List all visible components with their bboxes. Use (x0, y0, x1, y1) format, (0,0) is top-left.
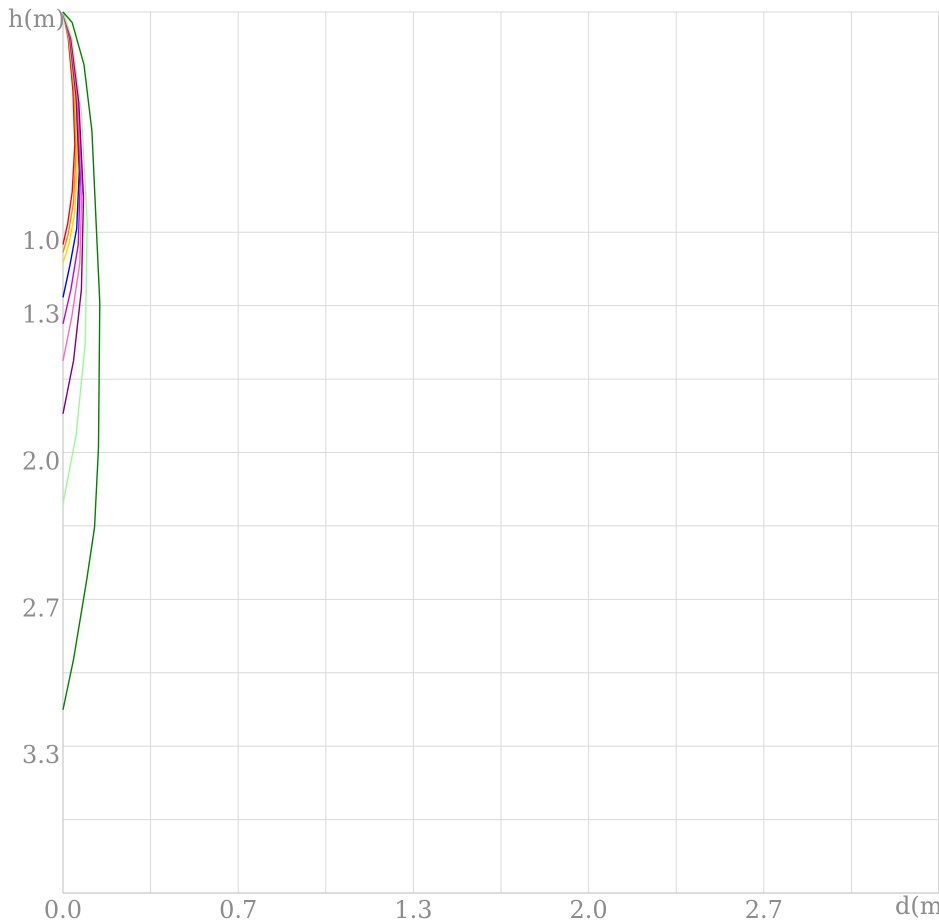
series-layer (62, 11, 101, 710)
y-tick-label-1: 1.3 (22, 301, 60, 329)
y-tick-label-0: 1.0 (22, 227, 60, 255)
x-tick-label-3: 2.0 (570, 896, 608, 922)
series-line-6 (62, 11, 85, 414)
x-tick-label-0: 0.0 (44, 896, 82, 922)
x-tick-label-1: 0.7 (219, 896, 257, 922)
x-axis-title: d(m) (895, 892, 939, 920)
series-line-8 (62, 11, 101, 710)
y-axis-title: h(m) (8, 5, 65, 33)
y-tick-labels: 1.0 1.3 2.0 2.7 3.3 (22, 227, 60, 769)
y-tick-label-3: 2.7 (22, 594, 60, 622)
x-tick-label-2: 1.3 (394, 896, 432, 922)
series-line-7 (62, 11, 88, 504)
x-tick-labels: 0.0 0.7 1.3 2.0 2.7 (44, 896, 783, 922)
axes (62, 12, 939, 894)
y-tick-label-4: 3.3 (22, 741, 60, 769)
x-tick-label-4: 2.7 (745, 896, 783, 922)
y-tick-label-2: 2.0 (22, 448, 60, 476)
